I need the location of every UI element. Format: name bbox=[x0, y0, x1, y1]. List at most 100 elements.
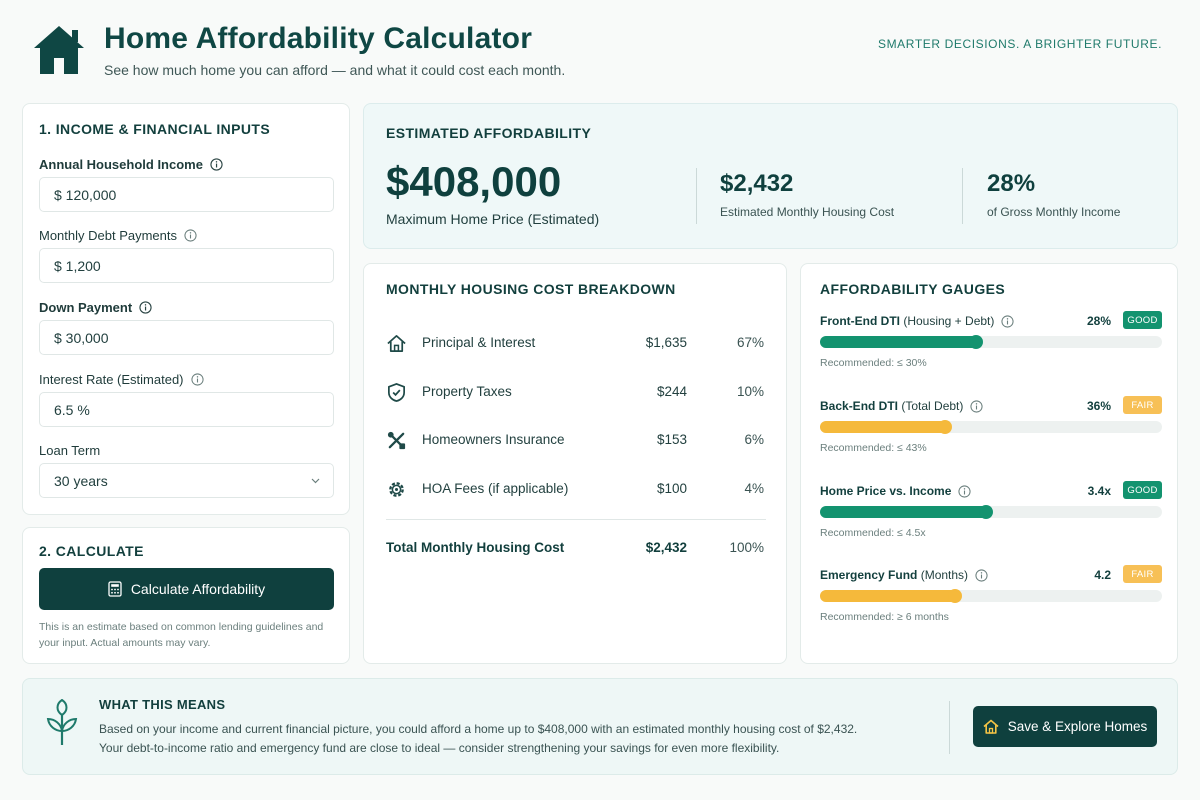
status-badge: GOOD bbox=[1123, 311, 1162, 329]
gauge-recommended: Recommended: ≤ 30% bbox=[820, 357, 927, 369]
page-title: Home Affordability Calculator bbox=[104, 22, 533, 55]
breakdown-amount: $1,635 bbox=[645, 335, 687, 350]
breakdown-percent: 6% bbox=[744, 432, 764, 447]
loan-term-label-text: Loan Term bbox=[39, 443, 101, 458]
breakdown-label: Homeowners Insurance bbox=[422, 432, 565, 447]
total-amount: $2,432 bbox=[645, 540, 687, 555]
interest-rate-label: Interest Rate (Estimated) bbox=[39, 372, 204, 387]
breakdown-section-title: MONTHLY HOUSING COST BREAKDOWN bbox=[386, 281, 676, 297]
gauge-back-end-dti: Back-End DTI (Total Debt) 36% FAIR Recom… bbox=[820, 396, 1162, 461]
summary-section-title: ESTIMATED AFFORDABILITY bbox=[386, 125, 592, 141]
annual-income-input[interactable]: $ 120,000 bbox=[39, 177, 334, 212]
gauge-fill bbox=[820, 590, 960, 602]
gauges-section-title: AFFORDABILITY GAUGES bbox=[820, 281, 1006, 297]
divider bbox=[386, 519, 766, 520]
info-icon[interactable] bbox=[970, 399, 983, 413]
info-icon[interactable] bbox=[210, 158, 223, 171]
disclaimer-note: This is an estimate based on common lend… bbox=[39, 621, 324, 649]
interest-rate-label-text: Interest Rate (Estimated) bbox=[39, 372, 184, 387]
gauge-label: Home Price vs. Income bbox=[820, 484, 971, 498]
divider bbox=[949, 701, 950, 754]
gauge-fill bbox=[820, 506, 991, 518]
gauge-value: 3.4x bbox=[1087, 484, 1111, 498]
breakdown-label: HOA Fees (if applicable) bbox=[422, 481, 569, 496]
gauge-marker bbox=[969, 335, 983, 349]
shield-icon bbox=[388, 383, 405, 402]
save-explore-homes-button[interactable]: Save & Explore Homes bbox=[973, 706, 1157, 747]
gauge-label: Front-End DTI (Housing + Debt) bbox=[820, 314, 1014, 328]
status-badge: FAIR bbox=[1123, 396, 1162, 414]
calculate-affordability-button[interactable]: Calculate Affordability bbox=[39, 568, 334, 610]
gauge-value: 36% bbox=[1086, 399, 1111, 413]
gauge-track bbox=[820, 589, 1162, 603]
gauge-label-text: Back-End DTI (Total Debt) bbox=[820, 399, 964, 413]
breakdown-row: HOA Fees (if applicable) $100 4% bbox=[386, 477, 766, 503]
gauge-fill bbox=[820, 336, 981, 348]
breakdown-total-row: Total Monthly Housing Cost $2,432 100% bbox=[386, 540, 766, 555]
info-icon[interactable] bbox=[975, 568, 988, 582]
cost-breakdown-card: MONTHLY HOUSING COST BREAKDOWN Principal… bbox=[363, 263, 787, 664]
gauge-recommended: Recommended: ≤ 4.5x bbox=[820, 527, 926, 539]
tagline: SMARTER DECISIONS. A BRIGHTER FUTURE. bbox=[877, 37, 1162, 51]
breakdown-row: Property Taxes $244 10% bbox=[386, 380, 766, 406]
info-icon[interactable] bbox=[958, 484, 971, 498]
gauge-recommended: Recommended: ≥ 6 months bbox=[820, 611, 949, 623]
status-badge: FAIR bbox=[1123, 565, 1162, 583]
income-percent-label: of Gross Monthly Income bbox=[987, 205, 1121, 219]
breakdown-amount: $153 bbox=[656, 432, 687, 447]
info-icon[interactable] bbox=[139, 301, 152, 314]
info-icon[interactable] bbox=[1001, 314, 1014, 328]
breakdown-label: Property Taxes bbox=[422, 384, 512, 399]
info-icon[interactable] bbox=[184, 229, 197, 242]
gauge-home-price-vs-income: Home Price vs. Income 3.4x GOOD Recommen… bbox=[820, 481, 1162, 546]
loan-term-value: 30 years bbox=[54, 472, 108, 489]
loan-term-select[interactable]: 30 years bbox=[39, 463, 334, 498]
gauge-marker bbox=[938, 420, 952, 434]
down-payment-label: Down Payment bbox=[39, 300, 152, 315]
max-home-price: $408,000 bbox=[386, 158, 562, 205]
gauge-marker bbox=[979, 505, 993, 519]
gauge-value: 4.2 bbox=[1094, 568, 1111, 582]
down-payment-input[interactable]: $ 30,000 bbox=[39, 320, 334, 355]
breakdown-percent: 67% bbox=[736, 335, 764, 350]
income-percent-value: 28% bbox=[987, 170, 1036, 197]
total-label: Total Monthly Housing Cost bbox=[386, 540, 565, 555]
income-inputs-card: 1. INCOME & FINANCIAL INPUTS Annual Hous… bbox=[22, 103, 350, 515]
gauge-emergency-fund: Emergency Fund (Months) 4.2 FAIR Recomme… bbox=[820, 565, 1162, 630]
monthly-cost-value: $2,432 bbox=[720, 170, 794, 197]
page-header: Home Affordability Calculator See how mu… bbox=[0, 0, 1200, 100]
inputs-section-title: 1. INCOME & FINANCIAL INPUTS bbox=[39, 121, 271, 137]
house-icon bbox=[983, 719, 999, 734]
divider bbox=[696, 168, 697, 224]
breakdown-row: Homeowners Insurance $153 6% bbox=[386, 428, 766, 454]
info-icon[interactable] bbox=[190, 373, 204, 386]
annual-income-label: Annual Household Income bbox=[39, 157, 223, 172]
explore-button-label: Save & Explore Homes bbox=[1007, 719, 1148, 734]
gauge-label-text: Home Price vs. Income bbox=[820, 484, 952, 498]
breakdown-row: Principal & Interest $1,635 67% bbox=[386, 331, 766, 357]
gauge-label: Emergency Fund (Months) bbox=[820, 568, 988, 582]
tools-icon bbox=[387, 431, 406, 450]
gauge-value: 28% bbox=[1086, 314, 1111, 328]
gauge-label: Back-End DTI (Total Debt) bbox=[820, 399, 983, 413]
monthly-debt-input[interactable]: $ 1,200 bbox=[39, 248, 334, 283]
status-badge: GOOD bbox=[1123, 481, 1162, 499]
loan-term-label: Loan Term bbox=[39, 443, 100, 458]
interest-rate-input[interactable]: 6.5 % bbox=[39, 392, 334, 427]
gauge-track bbox=[820, 420, 1162, 434]
annual-income-label-text: Annual Household Income bbox=[39, 157, 203, 172]
gauge-fill bbox=[820, 421, 950, 433]
gauge-front-end-dti: Front-End DTI (Housing + Debt) 28% GOOD … bbox=[820, 311, 1162, 376]
breakdown-percent: 4% bbox=[744, 481, 764, 496]
gauge-recommended: Recommended: ≤ 43% bbox=[820, 442, 927, 454]
monthly-cost-label: Estimated Monthly Housing Cost bbox=[720, 205, 895, 219]
affordability-gauges-card: AFFORDABILITY GAUGES Front-End DTI (Hous… bbox=[800, 263, 1178, 664]
breakdown-percent: 10% bbox=[736, 384, 764, 399]
gauge-label-text: Front-End DTI (Housing + Debt) bbox=[820, 314, 995, 328]
gauge-label-text: Emergency Fund (Months) bbox=[820, 568, 969, 582]
down-payment-label-text: Down Payment bbox=[39, 300, 133, 315]
breakdown-label: Principal & Interest bbox=[422, 335, 536, 350]
calculator-icon bbox=[108, 581, 122, 597]
what-this-means-banner: WHAT THIS MEANS Based on your income and… bbox=[22, 678, 1178, 775]
breakdown-amount: $100 bbox=[656, 481, 687, 496]
